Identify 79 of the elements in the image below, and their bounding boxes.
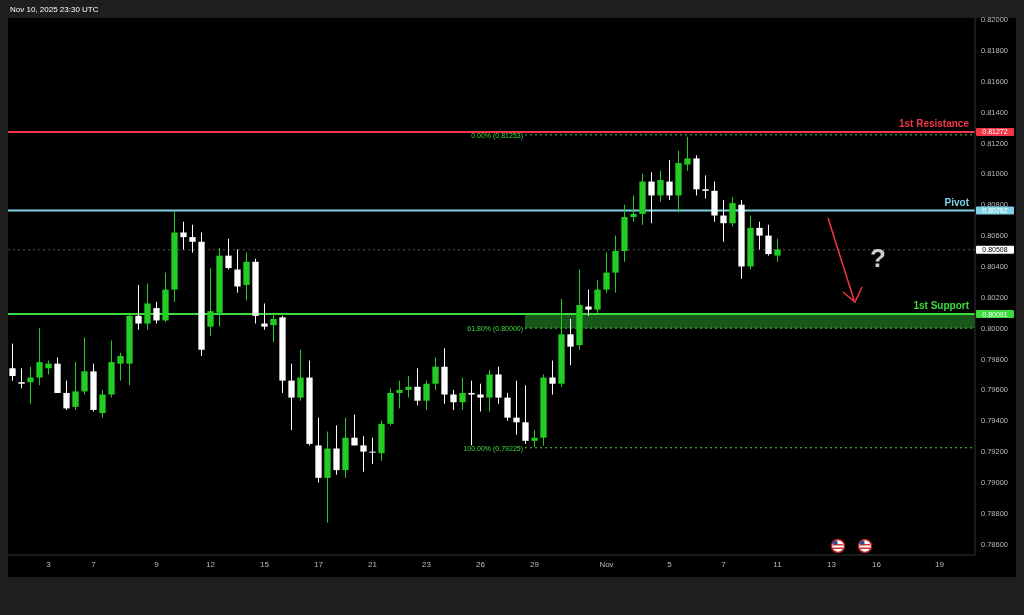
x-tick-label: 19 <box>935 560 945 569</box>
candlestick <box>585 289 592 317</box>
candlestick <box>567 318 574 366</box>
candlestick <box>666 159 673 201</box>
candlestick <box>9 343 16 382</box>
candlestick <box>468 380 475 446</box>
candlestick <box>288 363 295 431</box>
candlestick <box>63 380 70 411</box>
candlestick <box>630 194 637 223</box>
candlestick <box>360 435 367 473</box>
candlestick <box>648 171 655 224</box>
candlestick <box>333 424 340 476</box>
candlestick <box>81 336 88 396</box>
candlestick <box>243 252 250 301</box>
x-tick-label: 11 <box>773 560 783 569</box>
candlestick <box>234 248 241 294</box>
ref-line-label: Pivot <box>944 196 970 208</box>
candlestick <box>153 301 160 325</box>
candlestick <box>603 252 610 294</box>
x-tick-label: 29 <box>530 560 540 569</box>
candlestick <box>594 279 601 314</box>
candlestick <box>405 375 412 399</box>
chart-title: Nov 10, 2025 23:30 UTC <box>10 5 99 14</box>
candlestick <box>261 302 268 331</box>
ref-line-label: 1st Support <box>913 300 970 312</box>
x-tick-label: 5 <box>667 560 673 569</box>
candlestick <box>774 238 781 263</box>
candlestick <box>99 389 106 419</box>
candlestick <box>513 380 520 436</box>
candlestick <box>18 367 25 389</box>
candlestick <box>486 369 493 412</box>
candlestick <box>702 174 709 200</box>
x-tick-label: 17 <box>314 560 324 569</box>
candlestick <box>144 282 151 331</box>
candlestick <box>180 221 187 250</box>
x-tick-label: 26 <box>476 560 486 569</box>
candlestick <box>657 170 664 203</box>
candlestick <box>351 414 358 446</box>
candlestick <box>396 380 403 409</box>
x-tick-label: 7 <box>91 560 97 569</box>
candlestick <box>36 327 43 386</box>
candlestick <box>549 360 556 396</box>
candlestick <box>729 196 736 227</box>
x-tick-label: 21 <box>368 560 378 569</box>
x-tick-label: 3 <box>46 560 52 569</box>
candlestick <box>207 267 214 337</box>
candlestick <box>495 366 502 405</box>
candlestick <box>720 199 727 243</box>
candlestick <box>477 383 484 412</box>
annotation: ? <box>870 243 886 273</box>
candlestick <box>756 221 763 250</box>
candlestick <box>765 224 772 257</box>
x-tick-label: 23 <box>422 560 432 569</box>
candlestick <box>27 366 34 405</box>
x-tick-label: 12 <box>206 560 216 569</box>
candlestick <box>612 235 619 294</box>
candlestick <box>522 384 529 445</box>
x-tick-label: Nov <box>599 560 614 569</box>
candlestick <box>459 377 466 411</box>
candlestick <box>414 367 421 406</box>
candlestick <box>504 392 511 422</box>
candlestick <box>225 238 232 271</box>
candlestick <box>432 356 439 391</box>
x-tick-label: 13 <box>827 560 837 569</box>
candlestick <box>72 361 79 411</box>
x-tick-label: 15 <box>260 560 270 569</box>
candlestick <box>450 389 457 411</box>
candlestick <box>270 312 277 343</box>
x-tick-label: 9 <box>154 560 160 569</box>
x-tick-label: 7 <box>721 560 727 569</box>
candlestick <box>423 380 430 411</box>
candlestick <box>369 437 376 465</box>
candlestick <box>684 136 691 172</box>
candlestick <box>117 352 124 382</box>
ref-line-label: 1st Resistance <box>898 117 970 129</box>
candlestick <box>297 349 304 402</box>
candlestick <box>189 224 196 254</box>
x-tick-label: 16 <box>872 560 882 569</box>
candlestick <box>135 284 142 331</box>
